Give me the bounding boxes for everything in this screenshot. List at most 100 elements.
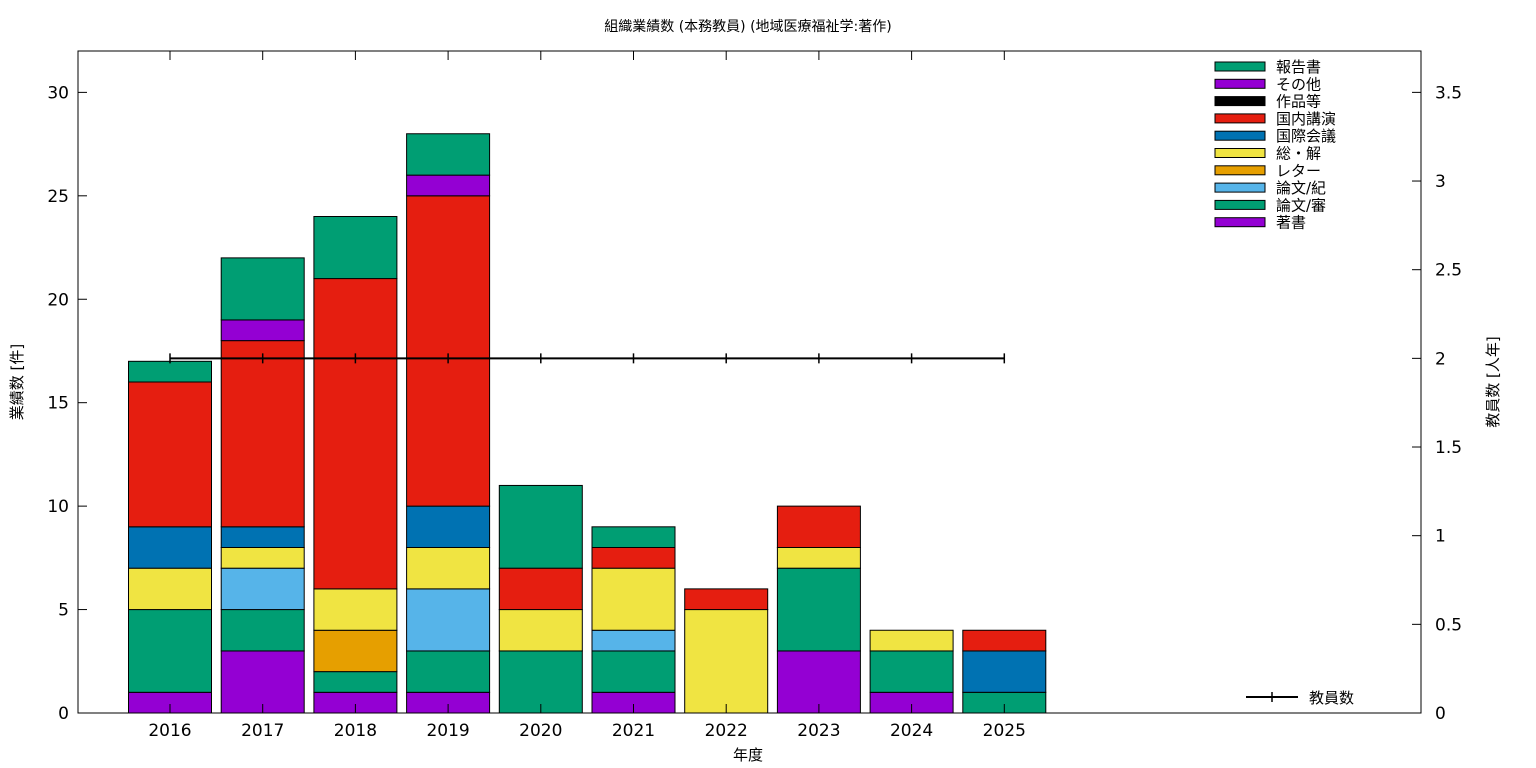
y2-axis-label: 教員数 [人年]	[1484, 336, 1502, 427]
x-axis: 2016 2017 2018 2019 2020 2021 2022 2023 2024 2025	[148, 51, 1026, 741]
line-group	[169, 353, 1006, 364]
legend-swatch	[1214, 61, 1266, 72]
bar-segment-2024-s1	[869, 650, 954, 693]
bar-segment-2019-s1	[406, 650, 491, 693]
legend-label: 論文/審	[1276, 196, 1326, 214]
legend-swatch	[1214, 113, 1266, 124]
bar-segment-2019-s2	[406, 588, 491, 652]
legend-swatch	[1214, 130, 1266, 141]
bar-segment-2025-s5	[962, 650, 1047, 693]
bar-segment-2017-s9	[220, 257, 305, 321]
bar-segment-2018-s4	[313, 588, 398, 631]
bar-segment-2025-s6	[962, 629, 1047, 652]
bar-segment-2021-s4	[591, 567, 676, 631]
legend-swatch	[1214, 78, 1266, 89]
bar-segment-2023-s0	[776, 650, 861, 714]
y2-tick-label: 3.5	[1435, 83, 1462, 103]
bar-segment-2023-s1	[776, 567, 861, 652]
bar-segment-2016-s4	[128, 567, 212, 611]
bar-segment-2024-s4	[869, 629, 954, 652]
bar-segment-2019-s6	[406, 195, 491, 507]
bar-segment-2016-s9	[128, 360, 212, 383]
bar-segment-2016-s5	[128, 526, 212, 569]
legend-label: 論文/紀	[1276, 179, 1326, 197]
bar-segment-2018-s3	[313, 629, 398, 673]
y2-tick-label: 1	[1435, 527, 1446, 547]
bar-segment-2020-s1	[498, 650, 583, 714]
x-tick-label: 2023	[797, 721, 840, 741]
y2-tick-label: 1.5	[1435, 438, 1462, 458]
x-tick-label: 2018	[334, 721, 377, 741]
legend-label: 総・解	[1276, 145, 1321, 163]
bar-segment-2020-s9	[498, 484, 583, 569]
legend-label: レター	[1276, 162, 1321, 180]
bar-segment-2023-s6	[776, 505, 861, 548]
legend-swatch	[1214, 199, 1266, 210]
y-axis: 0 5 10 15 20 25 30	[47, 83, 87, 724]
y-tick-label: 10	[47, 497, 69, 517]
bar-segment-2019-s9	[406, 133, 491, 176]
bar-segment-2019-s4	[406, 547, 491, 590]
legend-swatch	[1214, 148, 1266, 158]
bar-segment-2021-s6	[591, 547, 676, 569]
x-tick-label: 2019	[426, 721, 469, 741]
bar-segment-2017-s8	[220, 319, 305, 342]
y-tick-label: 20	[47, 290, 69, 310]
line-legend: 教員数	[1246, 689, 1354, 707]
y2-tick-label: 2.5	[1435, 261, 1462, 281]
y-axis-label: 業績数 [件]	[8, 344, 26, 420]
x-tick-label: 2024	[890, 721, 933, 741]
x-tick-label: 2021	[612, 721, 655, 741]
legend-swatch	[1214, 217, 1266, 228]
bar-segment-2017-s2	[220, 567, 305, 611]
y2-tick-label: 2	[1435, 349, 1446, 369]
bar-segment-2017-s5	[220, 526, 305, 548]
legend-label: 報告書	[1276, 58, 1321, 76]
y-tick-label: 15	[47, 394, 69, 414]
y2-tick-label: 3	[1435, 172, 1446, 192]
legend-label: 国際会議	[1276, 127, 1336, 145]
x-tick-label: 2025	[983, 721, 1026, 741]
bar-segment-2023-s4	[776, 547, 861, 569]
legend-label: 著書	[1276, 214, 1306, 232]
bar-segment-2022-s6	[684, 588, 769, 611]
bar-segment-2018-s1	[313, 671, 398, 693]
y2-axis: 0 0.5 1 1.5 2 2.5 3 3.5	[1412, 83, 1462, 724]
bar-segment-2017-s4	[220, 547, 305, 569]
bar-segment-2021-s9	[591, 526, 676, 548]
bar-segment-2016-s6	[128, 381, 212, 528]
bar-segment-2021-s1	[591, 650, 676, 693]
y2-tick-label: 0.5	[1435, 615, 1462, 635]
x-tick-label: 2017	[241, 721, 284, 741]
plot-frame	[77, 50, 1422, 714]
y2-tick-label: 0	[1435, 704, 1446, 724]
bar-segment-2022-s4	[684, 609, 769, 714]
bar-segment-2020-s6	[498, 567, 583, 611]
x-tick-label: 2016	[148, 721, 191, 741]
bars-group	[128, 133, 1047, 714]
legend-swatch	[1214, 96, 1266, 107]
x-axis-label: 年度	[733, 746, 763, 764]
bar-segment-2020-s4	[498, 609, 583, 652]
bar-segment-2017-s0	[220, 650, 305, 714]
x-tick-label: 2020	[519, 721, 562, 741]
bar-segment-2017-s6	[220, 340, 305, 528]
legend-swatch	[1214, 182, 1266, 193]
y-tick-label: 0	[58, 704, 69, 724]
legend-label: 作品等	[1276, 93, 1321, 111]
legend-label: 国内講演	[1276, 110, 1336, 128]
legend-swatch	[1214, 165, 1266, 176]
bar-segment-2017-s1	[220, 609, 305, 652]
bar-segment-2016-s1	[128, 609, 212, 693]
bar-segment-2021-s2	[591, 629, 676, 652]
bar-segment-2019-s8	[406, 174, 491, 197]
bar-segment-2018-s9	[313, 216, 398, 280]
y-tick-label: 25	[47, 187, 69, 207]
y-tick-label: 30	[47, 83, 69, 103]
chart-title: 組織業績数 (本務教員) (地域医療福祉学:著作)	[604, 18, 891, 35]
x-tick-label: 2022	[705, 721, 748, 741]
legend-label: その他	[1276, 75, 1321, 93]
y-tick-label: 5	[58, 601, 69, 621]
